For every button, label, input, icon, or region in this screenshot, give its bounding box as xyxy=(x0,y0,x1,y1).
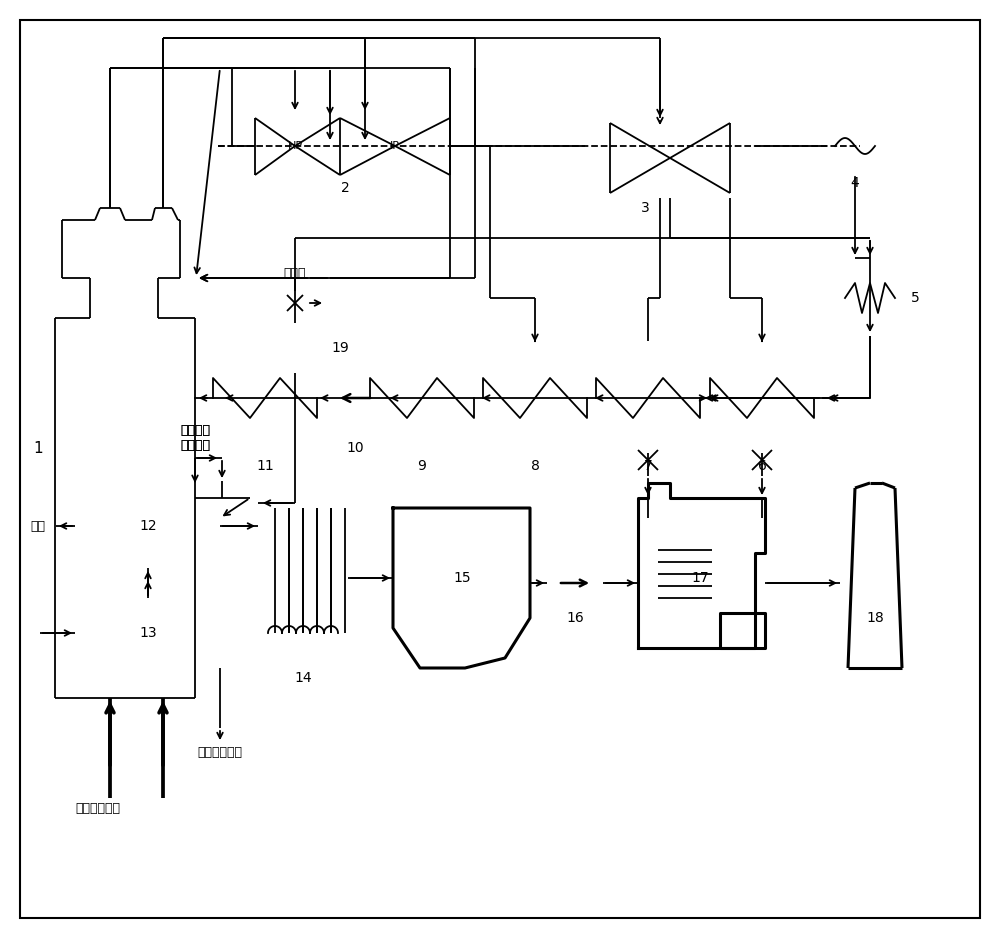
Text: 11: 11 xyxy=(256,459,274,473)
Bar xyxy=(475,343,595,453)
Bar xyxy=(702,343,822,453)
Text: HP: HP xyxy=(287,141,303,151)
Text: 12: 12 xyxy=(139,519,157,533)
Bar xyxy=(588,343,708,453)
Text: 16: 16 xyxy=(566,611,584,625)
Text: 19: 19 xyxy=(331,341,349,355)
Text: 15: 15 xyxy=(453,571,471,585)
Text: 省煤器来
的热烟气: 省煤器来 的热烟气 xyxy=(180,424,210,452)
Text: 疏水至凝汽器: 疏水至凝汽器 xyxy=(198,747,242,760)
Text: 8: 8 xyxy=(531,459,539,473)
Bar xyxy=(75,483,220,568)
Polygon shape xyxy=(282,331,308,365)
Bar xyxy=(460,140,475,152)
Text: 7: 7 xyxy=(644,459,652,473)
Text: 9: 9 xyxy=(418,459,426,473)
Text: 6: 6 xyxy=(758,459,766,473)
Text: 13: 13 xyxy=(139,626,157,640)
Text: 风机出口冷风: 风机出口冷风 xyxy=(75,801,120,814)
Bar xyxy=(75,598,220,668)
Text: 18: 18 xyxy=(866,611,884,625)
Text: 再循环: 再循环 xyxy=(284,266,306,280)
Text: 5: 5 xyxy=(911,291,919,305)
Bar xyxy=(218,140,233,152)
Text: IP: IP xyxy=(390,141,400,151)
Text: 14: 14 xyxy=(294,671,312,685)
Bar xyxy=(205,343,325,453)
Text: 省煤器来
的热烟气: 省煤器来 的热烟气 xyxy=(180,424,210,452)
Bar xyxy=(362,343,482,453)
Text: 1: 1 xyxy=(33,441,43,456)
Text: 4: 4 xyxy=(851,176,859,190)
Text: 2: 2 xyxy=(341,181,349,195)
Text: 3: 3 xyxy=(641,201,649,215)
Bar xyxy=(230,113,495,178)
Bar xyxy=(585,118,755,198)
Text: 热风: 热风 xyxy=(30,520,46,533)
Text: 10: 10 xyxy=(346,441,364,455)
Bar xyxy=(258,505,348,660)
Text: 17: 17 xyxy=(691,571,709,585)
